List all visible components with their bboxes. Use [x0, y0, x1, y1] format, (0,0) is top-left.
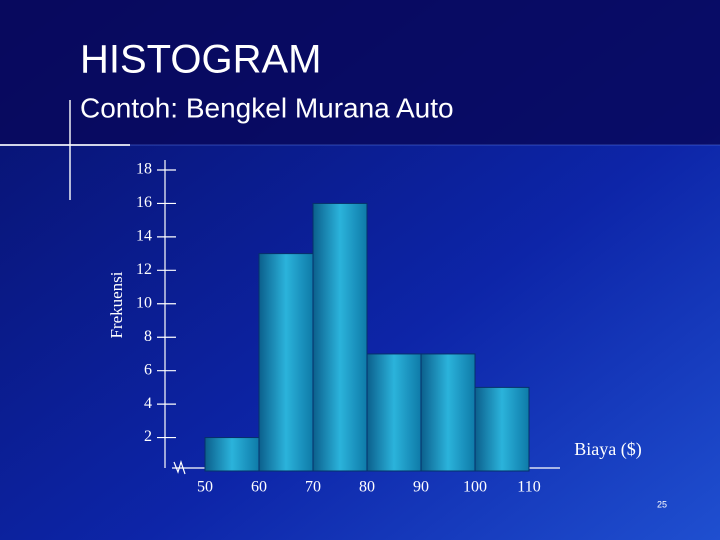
axis-break: [173, 460, 186, 475]
y-axis-label: Frekuensi: [107, 271, 126, 338]
x-tick-label: 100: [463, 479, 487, 496]
x-tick-label: 110: [517, 479, 540, 496]
y-tick-label: 10: [136, 294, 152, 311]
title: HISTOGRAM: [80, 38, 322, 82]
bar: [204, 437, 260, 472]
y-tick-label: 16: [136, 194, 152, 211]
y-tick-label: 14: [136, 228, 152, 245]
x-axis-label: Biaya ($): [574, 439, 642, 459]
bar: [312, 202, 368, 472]
bar: [366, 353, 422, 472]
bar: [258, 253, 314, 472]
header-band: [0, 0, 720, 145]
y-tick-label: 4: [144, 395, 152, 412]
bar: [420, 353, 476, 472]
x-tick-label: 60: [251, 479, 267, 496]
y-tick-label: 8: [144, 328, 152, 345]
y-tick-label: 6: [144, 361, 152, 378]
x-tick-label: 50: [197, 479, 213, 496]
y-tick-label: 18: [136, 161, 152, 178]
subtitle: Contoh: Bengkel Murana Auto: [80, 92, 454, 123]
x-tick-label: 70: [305, 479, 321, 496]
x-tick-label: 80: [359, 479, 375, 496]
x-tick-label: 90: [413, 479, 429, 496]
y-tick-label: 2: [144, 428, 152, 445]
y-tick-label: 12: [136, 261, 152, 278]
bar: [474, 386, 530, 472]
slide-number: 25: [657, 499, 667, 509]
